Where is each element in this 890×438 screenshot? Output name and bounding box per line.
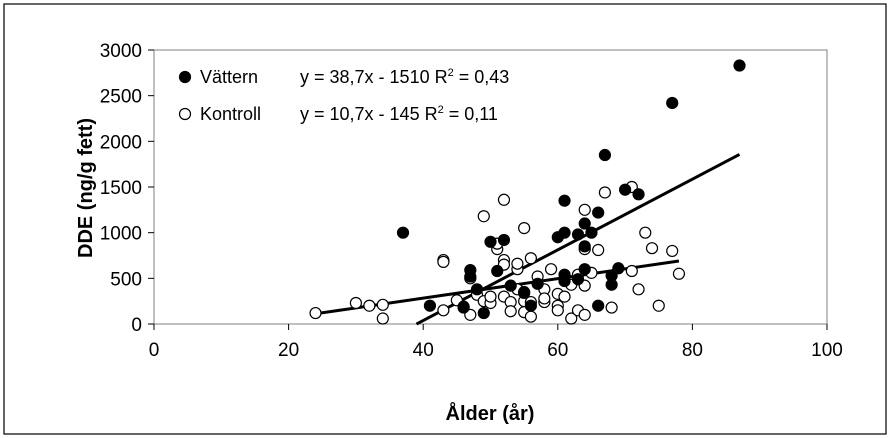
legend-equation-kontroll: y = 10,7x - 145 R2 = 0,11 <box>300 104 498 124</box>
data-point-kontroll <box>632 283 645 296</box>
data-point-vattern <box>571 273 585 286</box>
data-point-kontroll <box>639 226 652 239</box>
x-tick-label: 0 <box>149 340 160 361</box>
r2-superscript-kontroll: 2 <box>438 104 444 116</box>
data-point-kontroll <box>578 308 591 321</box>
data-point-vattern <box>733 59 746 72</box>
y-tick-label: 0 <box>131 315 142 336</box>
data-point-vattern <box>598 148 612 162</box>
data-point-vattern <box>571 228 585 241</box>
plot-area <box>153 49 828 325</box>
x-axis-title: Ålder (år) <box>446 401 535 425</box>
data-point-vattern <box>666 96 679 110</box>
data-point-vattern <box>531 277 544 290</box>
data-point-kontroll <box>349 296 362 310</box>
legend: Vättern y = 38,7x - 1510 R2 = 0,43 Kontr… <box>178 67 509 124</box>
data-point-vattern <box>618 183 632 196</box>
y-tick-label: 2500 <box>100 87 142 108</box>
y-tick-label: 500 <box>110 269 142 290</box>
data-point-kontroll <box>672 267 686 280</box>
data-point-kontroll <box>565 312 578 325</box>
data-point-kontroll <box>437 304 450 317</box>
data-point-kontroll <box>437 255 450 268</box>
data-point-kontroll <box>605 301 618 314</box>
data-point-kontroll <box>625 264 638 278</box>
y-tick-label: 1000 <box>100 224 142 245</box>
data-points <box>309 59 746 325</box>
data-point-vattern <box>558 226 571 239</box>
data-point-kontroll <box>477 210 490 223</box>
data-point-kontroll <box>504 305 517 318</box>
data-point-vattern <box>578 240 591 253</box>
data-point-vattern <box>524 299 537 312</box>
data-point-kontroll <box>645 242 659 255</box>
data-point-vattern <box>592 299 605 312</box>
r2-value-vattern: = 0,43 <box>454 67 510 87</box>
legend-equation-vattern: y = 38,7x - 1510 R2 = 0,43 <box>300 67 509 87</box>
r2-value-kontroll: = 0,11 <box>444 104 498 124</box>
y-axis: 0 500 1000 1500 2000 2500 3000 <box>100 41 154 336</box>
x-tick-label: 80 <box>682 340 703 361</box>
data-point-vattern <box>578 263 591 276</box>
data-point-kontroll <box>598 186 612 199</box>
data-point-vattern <box>484 235 497 248</box>
data-point-kontroll <box>497 193 511 206</box>
data-point-vattern <box>477 306 490 320</box>
data-point-vattern <box>612 262 625 275</box>
x-tick-label: 100 <box>811 340 843 361</box>
data-point-kontroll <box>666 244 679 258</box>
data-point-kontroll <box>551 304 564 317</box>
data-point-kontroll <box>578 203 591 216</box>
data-point-kontroll <box>592 243 605 257</box>
data-point-kontroll <box>558 290 571 303</box>
data-point-vattern <box>423 299 437 312</box>
data-point-kontroll <box>376 298 389 311</box>
y-tick-label: 1500 <box>100 178 142 199</box>
x-axis: 0 20 40 60 80 100 <box>149 324 843 361</box>
y-tick-label: 3000 <box>100 41 142 62</box>
data-point-kontroll <box>652 299 665 312</box>
data-point-kontroll <box>511 257 524 270</box>
data-point-vattern <box>558 274 571 288</box>
data-point-kontroll <box>376 312 389 325</box>
data-point-vattern <box>457 301 470 314</box>
data-point-kontroll <box>363 299 376 312</box>
data-point-vattern <box>491 264 504 278</box>
data-point-kontroll <box>544 263 558 276</box>
data-point-vattern <box>518 286 531 300</box>
data-point-vattern <box>578 217 591 230</box>
legend-label-vattern: Vättern <box>200 67 258 87</box>
data-point-vattern <box>632 188 645 201</box>
data-point-kontroll <box>524 310 537 323</box>
data-point-kontroll <box>518 222 531 235</box>
data-point-kontroll <box>538 292 551 305</box>
y-axis-title: DDE (ng/g fett) <box>75 118 97 258</box>
equation-text-vattern: y = 38,7x - 1510 R <box>300 67 448 87</box>
data-point-kontroll <box>524 252 537 265</box>
equation-text-kontroll: y = 10,7x - 145 R <box>300 104 438 124</box>
x-tick-label: 20 <box>278 340 299 361</box>
legend-marker-kontroll <box>178 107 192 121</box>
legend-label-kontroll: Kontroll <box>200 104 261 124</box>
data-point-vattern <box>396 226 410 239</box>
data-point-kontroll <box>309 306 322 320</box>
data-point-vattern <box>497 233 511 247</box>
data-point-vattern <box>585 226 598 239</box>
x-tick-label: 40 <box>413 340 434 361</box>
x-tick-label: 60 <box>547 340 568 361</box>
data-point-vattern <box>558 194 571 207</box>
data-point-vattern <box>592 206 605 219</box>
y-tick-label: 2000 <box>100 132 142 153</box>
data-point-vattern <box>504 279 517 292</box>
data-point-vattern <box>464 264 477 277</box>
data-point-kontroll <box>484 290 497 303</box>
legend-marker-vattern <box>178 70 192 84</box>
data-point-vattern <box>470 283 484 296</box>
r2-superscript-vattern: 2 <box>448 67 454 79</box>
